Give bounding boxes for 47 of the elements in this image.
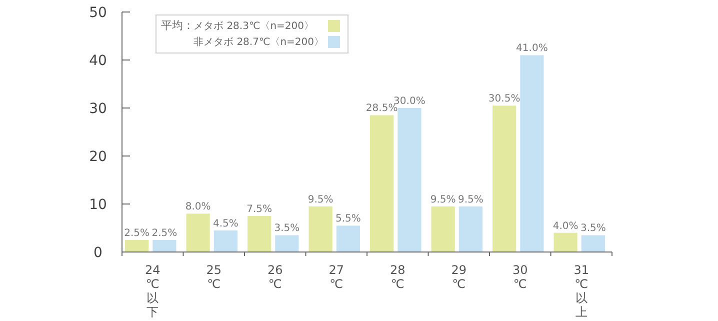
bar xyxy=(458,206,482,252)
bar xyxy=(398,108,422,252)
bar xyxy=(248,216,272,252)
data-label: 7.5% xyxy=(246,204,272,215)
data-label: 2.5% xyxy=(152,228,178,239)
data-label: 3.5% xyxy=(274,223,300,234)
legend-label: 非メタボ 28.7℃〈n=200〉 xyxy=(194,36,324,48)
y-tick-label: 50 xyxy=(89,4,107,21)
bar xyxy=(125,240,149,252)
x-tick-label: 24℃以下 xyxy=(144,263,160,319)
data-label: 9.5% xyxy=(308,194,334,206)
x-tick-label: 25℃ xyxy=(206,263,222,291)
y-tick-label: 20 xyxy=(89,148,107,165)
bar xyxy=(492,106,516,252)
data-label: 41.0% xyxy=(516,43,548,54)
y-tick-label: 0 xyxy=(94,244,102,261)
bar xyxy=(275,235,299,252)
bar xyxy=(370,115,394,252)
legend-title: 平均： xyxy=(161,19,194,32)
data-label: 30.5% xyxy=(488,94,520,105)
x-tick-label: 28℃ xyxy=(390,263,406,291)
data-label: 8.0% xyxy=(185,202,211,213)
bar xyxy=(431,206,455,252)
data-label: 5.5% xyxy=(335,214,361,225)
x-tick-label: 30℃ xyxy=(512,263,528,291)
bar xyxy=(308,206,332,252)
bar xyxy=(214,230,238,252)
data-label: 4.5% xyxy=(212,218,238,230)
x-tick-label: 29℃ xyxy=(451,263,467,291)
data-label: 9.5% xyxy=(430,194,456,206)
legend-label: メタボ 28.3℃〈n=200〉 xyxy=(194,21,314,32)
bar xyxy=(186,214,210,252)
y-tick-label: 10 xyxy=(89,196,107,213)
x-tick-label: 31℃以上 xyxy=(574,263,590,319)
y-tick-label: 40 xyxy=(89,52,107,69)
bar xyxy=(581,235,605,252)
x-tick-label: 26℃ xyxy=(267,263,283,291)
bar xyxy=(336,226,360,252)
data-label: 4.0% xyxy=(552,220,578,232)
data-label: 3.5% xyxy=(580,223,606,234)
x-tick-label: 27℃ xyxy=(328,263,344,291)
bar xyxy=(520,55,544,252)
data-label: 2.5% xyxy=(124,228,150,239)
y-tick-label: 30 xyxy=(89,100,107,117)
bar xyxy=(152,240,176,252)
bar xyxy=(554,232,578,252)
data-label: 9.5% xyxy=(458,194,484,206)
